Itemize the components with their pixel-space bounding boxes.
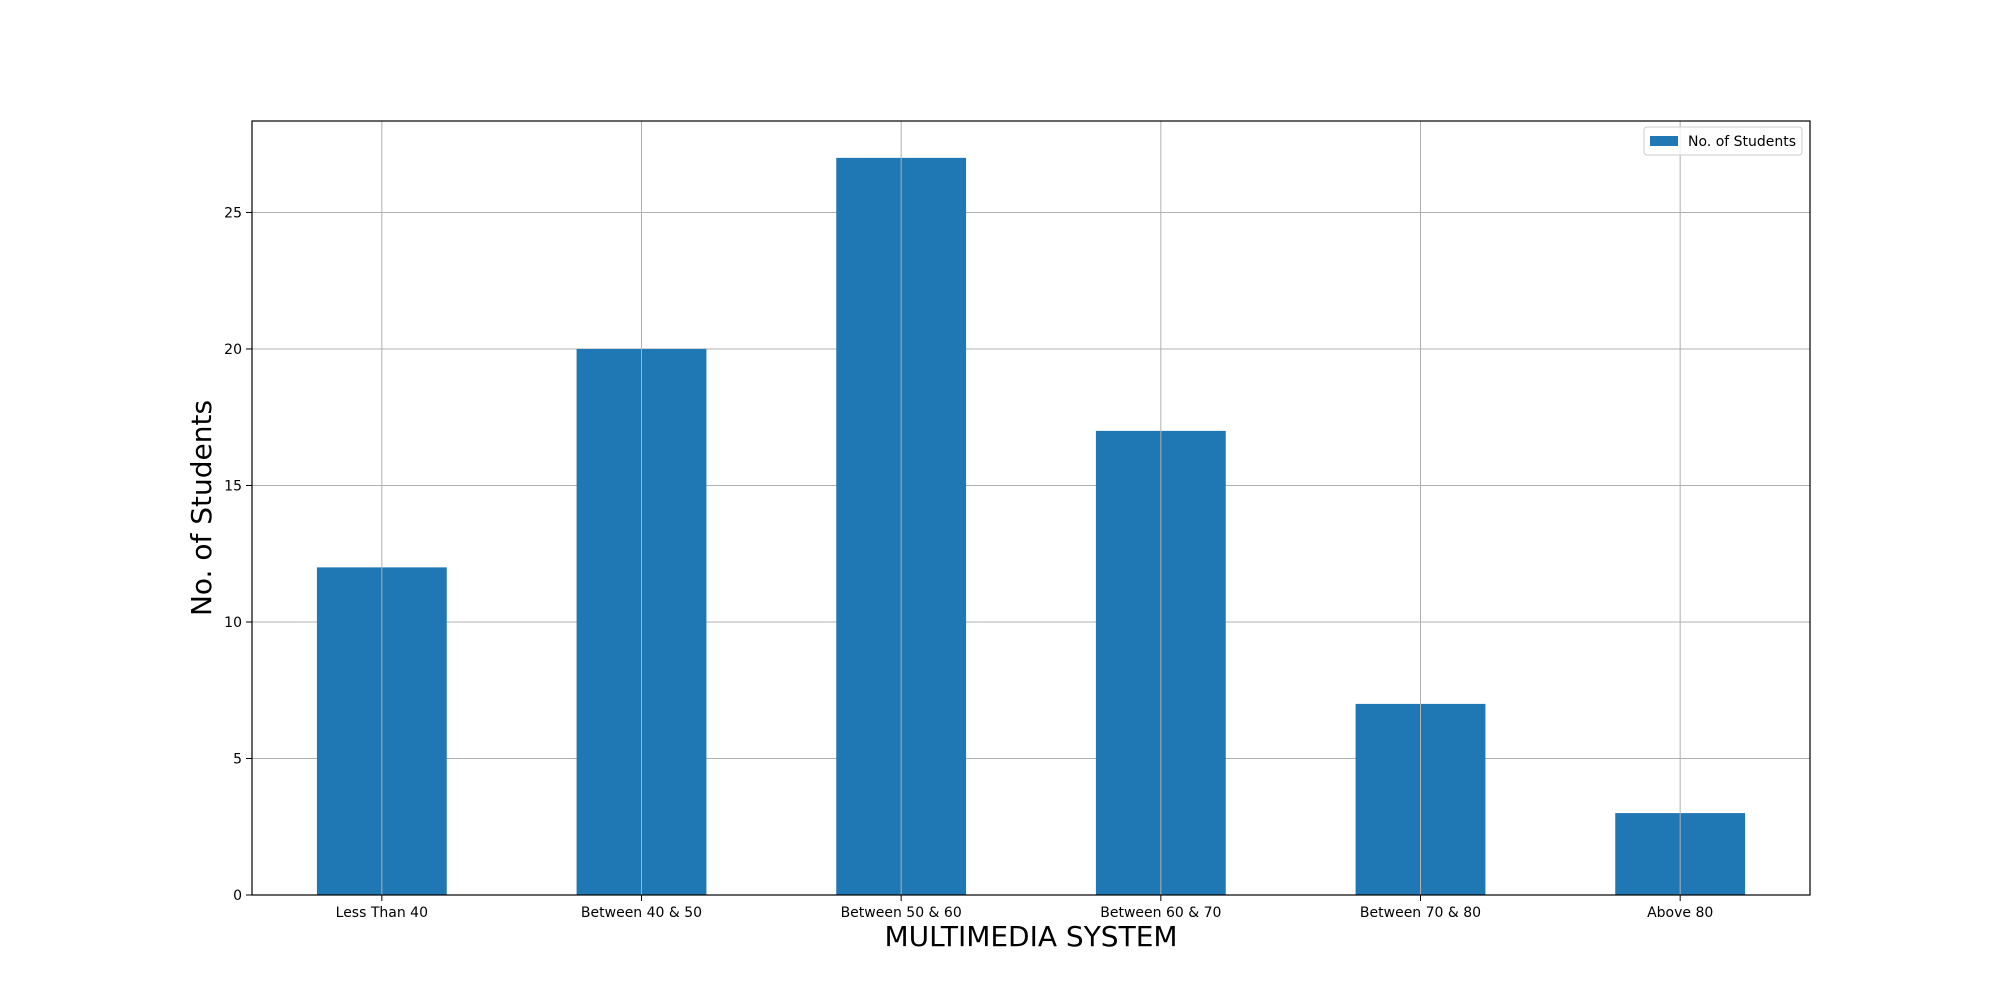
y-tick-label: 0: [233, 888, 242, 904]
x-tick-label: Between 60 & 70: [1100, 905, 1221, 921]
y-tick-label: 20: [224, 342, 242, 358]
x-axis-ticks: Less Than 40 Between 40 & 50 Between 50 & …: [336, 895, 1713, 921]
legend: No. of Students: [1643, 126, 1803, 156]
legend-label: No. of Students: [1688, 134, 1796, 150]
y-tick-label: 5: [233, 751, 242, 767]
x-axis-label: MULTIMEDIA SYSTEM: [884, 920, 1177, 953]
legend-swatch: [1650, 136, 1678, 146]
y-tick-label: 25: [224, 205, 242, 221]
grid-lines: [252, 211, 1810, 896]
y-tick-label: 15: [224, 478, 242, 494]
plot-frame: [251, 120, 1811, 896]
y-axis-ticks: 0 5 10 15 20 25: [224, 205, 252, 904]
vertical-grid-lines: [381, 121, 1681, 895]
x-tick-label: Less Than 40: [336, 905, 428, 921]
legend-box: [1643, 126, 1803, 156]
x-tick-label: Above 80: [1647, 905, 1713, 921]
x-tick-label: Between 40 & 50: [581, 905, 702, 921]
y-axis-label: No. of Students: [185, 400, 218, 616]
x-tick-label: Between 70 & 80: [1360, 905, 1481, 921]
y-tick-label: 10: [224, 615, 242, 631]
bars: [316, 157, 1746, 895]
x-tick-label: Between 50 & 60: [841, 905, 962, 921]
